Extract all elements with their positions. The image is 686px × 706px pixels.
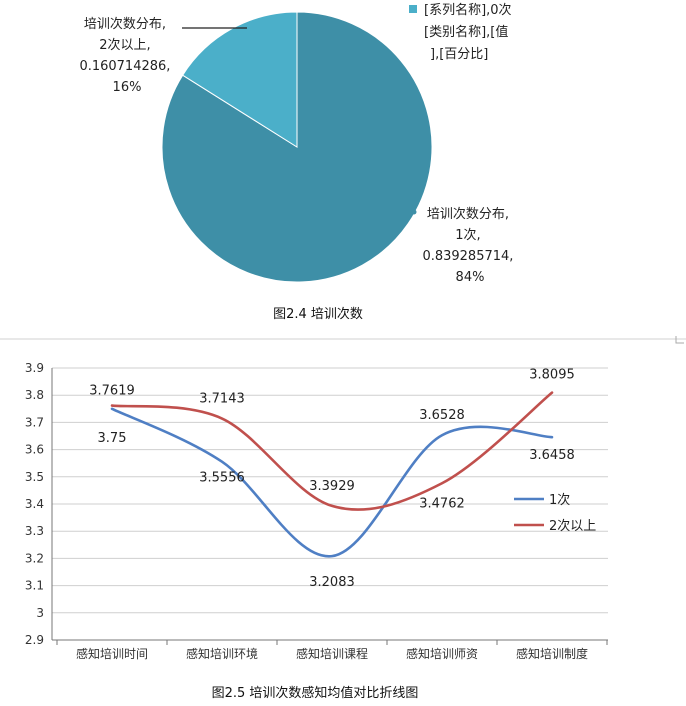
x-tick-label: 感知培训时间: [76, 646, 148, 661]
series-line-0: [110, 407, 554, 558]
line-chart: 2.9 3 3.1 3.2 3.3 3.4 3.5 3.6 3.7 3.8 3.9 感知培训时间 感知…: [25, 361, 608, 701]
data-label: 3.8095: [529, 368, 575, 383]
y-tick-label: 3.8: [25, 388, 44, 402]
y-tick-label: 3: [36, 606, 44, 620]
pie-legend-swatch: [409, 5, 417, 13]
y-tick-label: 2.9: [25, 633, 44, 647]
data-label: 3.5556: [199, 471, 245, 486]
line-caption: 图2.5 培训次数感知均值对比折线图: [212, 685, 419, 701]
data-label: 3.4762: [419, 496, 465, 511]
x-tick-label: 感知培训环境: [186, 646, 258, 661]
data-label: 3.3929: [309, 479, 355, 494]
y-tick-label: 3.9: [25, 361, 44, 375]
y-tick-label: 3.5: [25, 470, 44, 484]
pie-slice-1: [182, 11, 298, 148]
y-tick-label: 3.7: [25, 415, 44, 429]
x-tick-label: 感知培训制度: [516, 646, 588, 661]
pie-chart: 培训次数分布, 2次以上, 0.160714286, 16% 培训次数分布, 1…: [79, 2, 517, 322]
pie-caption: 图2.4 培训次数: [273, 306, 363, 322]
y-tick-label: 3.1: [25, 579, 44, 593]
y-tick-label: 3.6: [25, 443, 44, 457]
y-tick-label: 3.2: [25, 551, 44, 565]
pie-label-2plus: 培训次数分布, 2次以上, 0.160714286, 16%: [79, 16, 174, 95]
data-label: 3.7619: [89, 384, 135, 399]
pie-legend-text: [系列名称],0次 [类别名称],[值 ],[百分比]: [424, 2, 516, 62]
x-tick-label: 感知培训课程: [296, 646, 368, 661]
pie-label-1-marker: [411, 209, 417, 215]
x-tick-label: 感知培训师资: [406, 646, 478, 661]
legend-label: 1次: [549, 492, 570, 508]
data-label: 3.7143: [199, 392, 245, 407]
series-line-1: [110, 391, 554, 511]
corner-mark: [675, 336, 684, 344]
data-label: 3.6458: [529, 448, 575, 463]
y-tick-label: 3.3: [25, 524, 44, 538]
data-label: 3.6528: [419, 408, 465, 423]
legend-label: 2次以上: [549, 518, 596, 534]
pie-label-1: 培训次数分布, 1次, 0.839285714, 84%: [422, 206, 517, 285]
data-label: 3.75: [98, 431, 127, 446]
y-tick-label: 3.4: [25, 497, 44, 511]
data-label: 3.2083: [309, 575, 355, 590]
